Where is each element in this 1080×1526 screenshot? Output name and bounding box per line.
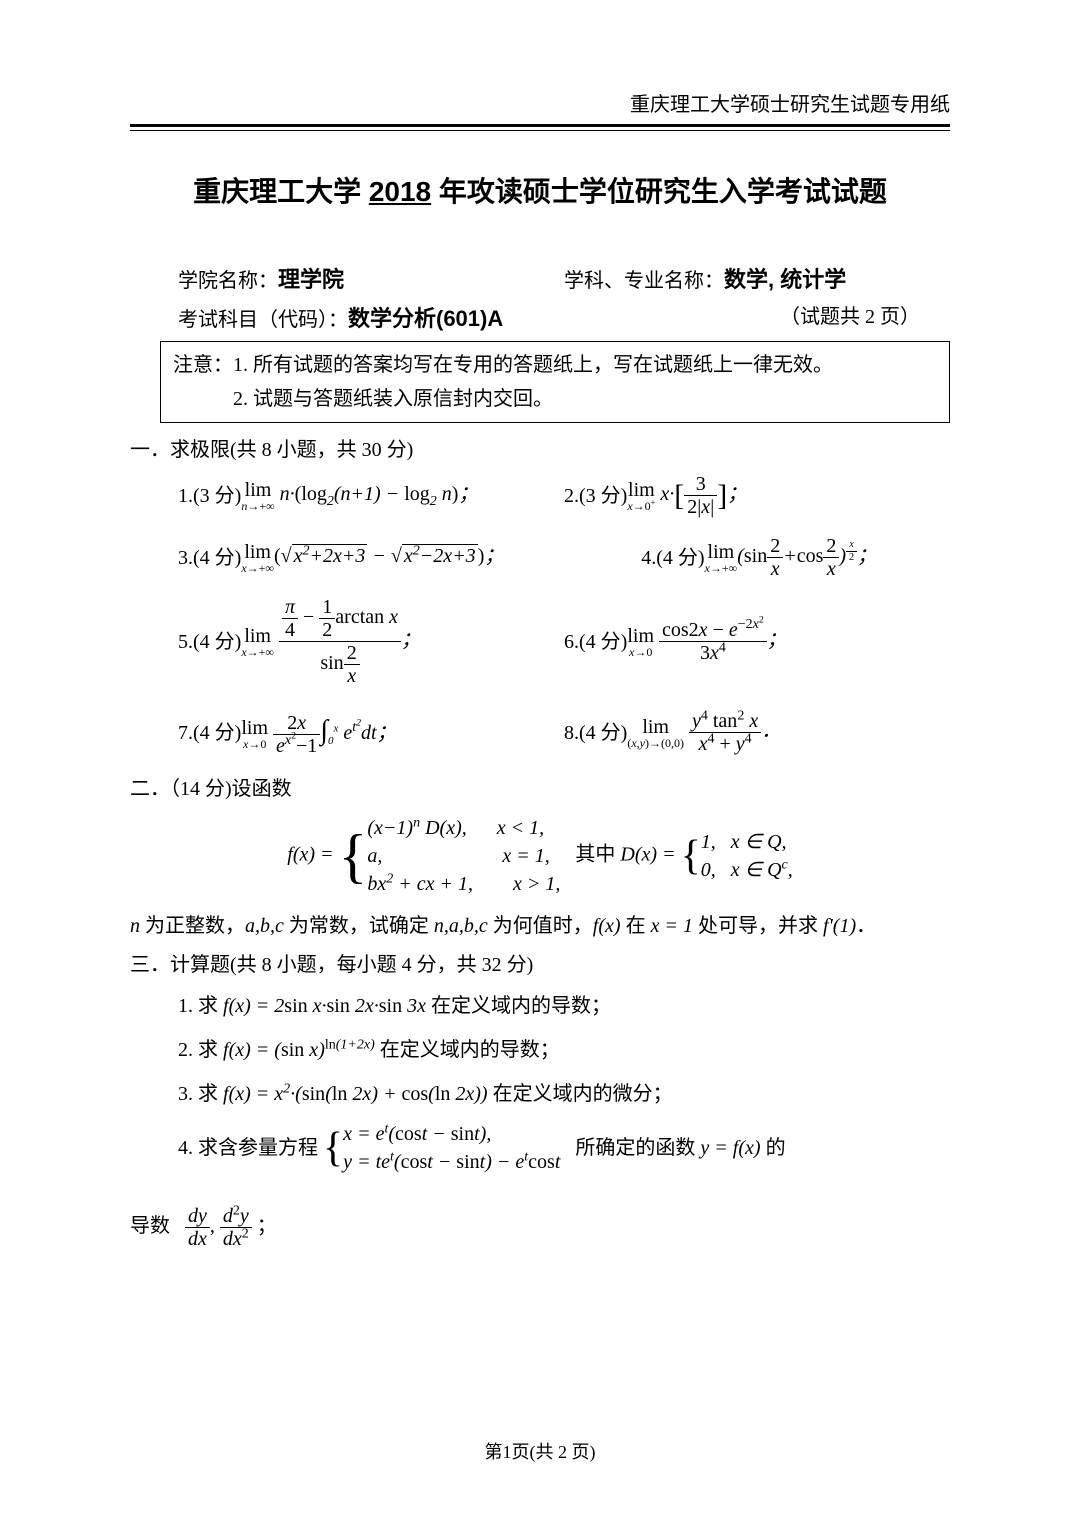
- section-2-header: 二．（14 分)设函数: [130, 774, 950, 804]
- where-label: 其中: [575, 844, 615, 866]
- title-prefix: 重庆理工大学: [193, 176, 369, 207]
- p7-num: 7.: [178, 718, 193, 748]
- section-3-header: 三．计算题(共 8 小题，每小题 4 分，共 32 分): [130, 950, 950, 980]
- school-label: 学院名称：: [178, 270, 278, 292]
- problem-4: 4. (4 分) limx→+∞(sin2x+cos2x)x2；: [641, 536, 950, 579]
- major-label: 学科、专业名称：: [564, 270, 724, 292]
- major-value: 数学, 统计学: [724, 267, 846, 292]
- p3-score: (4 分): [193, 543, 241, 573]
- problem-row-7-8: 7. (4 分) limx→0 2x ex2−1 ∫0x et2dt； 8. (…: [178, 710, 950, 756]
- title-year: 2018: [369, 176, 431, 207]
- p4-num: 4.: [641, 543, 656, 573]
- notice-line-2: 2. 试题与答题纸装入原信封内交回。: [173, 382, 937, 416]
- section-3-problems: 1. 求 f(x) = 2sin x·sin 2x·sin 3x 在定义域内的导…: [130, 988, 950, 1176]
- bottom-line: 导数 dydx, d2ydx2 ；: [130, 1206, 950, 1249]
- p7-score: (4 分): [193, 718, 241, 748]
- problem-3: 3. (4 分) limx→+∞(√x2+2x+3 − √x2−2x+3)；: [178, 541, 641, 573]
- p8-num: 8.: [564, 718, 579, 748]
- subject-label: 考试科目（代码）：: [178, 309, 348, 331]
- p6-num: 6.: [564, 627, 579, 657]
- page-count: （试题共 2 页）: [780, 306, 920, 328]
- meta-row-1: 学院名称：理学院 学科、专业名称：数学, 统计学: [130, 263, 950, 296]
- section-1-problems: 1. (3 分) limn→+∞ n·(log2(n+1) − log2 n)；…: [130, 473, 950, 756]
- problem-8: 8. (4 分) lim(x,y)→(0,0) y4 tan2 x x4 + y…: [564, 711, 950, 754]
- p4-prefix: 4. 求含参量方程: [178, 1130, 318, 1166]
- section-3-p1: 1. 求 f(x) = 2sin x·sin 2x·sin 3x 在定义域内的导…: [178, 988, 950, 1024]
- page-footer: 第1页(共 2 页): [0, 1439, 1080, 1466]
- p6-score: (4 分): [579, 627, 627, 657]
- notice-box: 注意：1. 所有试题的答案均写在专用的答题纸上，写在试题纸上一律无效。 2. 试…: [160, 341, 950, 423]
- section-2-body: n 为正整数，a,b,c 为常数，试确定 n,a,b,c 为何值时，f(x) 在…: [130, 908, 950, 944]
- problem-2: 2. (3 分) limx→0+ x·[32|x|]；: [564, 473, 950, 518]
- section-3-p4: 4. 求含参量方程 { x = et(cost − sint), y = tet…: [178, 1120, 950, 1176]
- section-2-definition: f(x) = { (x−1)n D(x), x < 1, a, x = 1, b…: [130, 814, 950, 898]
- problem-6: 6. (4 分) limx→0 cos2x − e−2x2 3x4 ；: [564, 620, 950, 663]
- section-3-p2: 2. 求 f(x) = (sin x)ln(1+2x) 在定义域内的导数；: [178, 1032, 950, 1068]
- p2-score: (3 分): [579, 481, 627, 511]
- p1-num: 1.: [178, 481, 193, 511]
- notice-line-1: 注意：1. 所有试题的答案均写在专用的答题纸上，写在试题纸上一律无效。: [173, 348, 937, 382]
- p4-suffix: 所确定的函数 y = f(x) 的: [575, 1130, 785, 1166]
- section-3-p3: 3. 求 f(x) = x2·(sin(ln 2x) + cos(ln 2x))…: [178, 1076, 950, 1112]
- p3-num: 3.: [178, 543, 193, 573]
- subject-value: 数学分析(601)A: [348, 306, 503, 331]
- p8-score: (4 分): [579, 718, 627, 748]
- p5-num: 5.: [178, 627, 193, 657]
- problem-row-1-2: 1. (3 分) limn→+∞ n·(log2(n+1) − log2 n)；…: [178, 473, 950, 518]
- problem-5: 5. (4 分) limx→+∞ π4 − 12arctan x sin2x ；: [178, 597, 564, 686]
- school-value: 理学院: [278, 267, 344, 292]
- problem-1: 1. (3 分) limn→+∞ n·(log2(n+1) − log2 n)；: [178, 479, 564, 511]
- p2-num: 2.: [564, 481, 579, 511]
- title-suffix: 年攻读硕士学位研究生入学考试试题: [431, 176, 887, 207]
- section-2: 二．（14 分)设函数 f(x) = { (x−1)n D(x), x < 1,…: [130, 774, 950, 944]
- derivative-label: 导数: [130, 1215, 170, 1237]
- problem-row-3-4: 3. (4 分) limx→+∞(√x2+2x+3 − √x2−2x+3)； 4…: [178, 536, 950, 579]
- exam-title: 重庆理工大学 2018 年攻读硕士学位研究生入学考试试题: [130, 171, 950, 213]
- problem-row-5-6: 5. (4 分) limx→+∞ π4 − 12arctan x sin2x ；…: [178, 597, 950, 686]
- header-divider: [130, 124, 950, 131]
- section-1-header: 一．求极限(共 8 小题，共 30 分): [130, 435, 950, 465]
- page-header-label: 重庆理工大学硕士研究生试题专用纸: [130, 90, 950, 120]
- p1-score: (3 分): [193, 481, 241, 511]
- meta-row-2: 考试科目（代码）：数学分析(601)A （试题共 2 页）: [130, 302, 950, 335]
- p4-score: (4 分): [656, 543, 704, 573]
- problem-7: 7. (4 分) limx→0 2x ex2−1 ∫0x et2dt；: [178, 710, 564, 756]
- p5-score: (4 分): [193, 627, 241, 657]
